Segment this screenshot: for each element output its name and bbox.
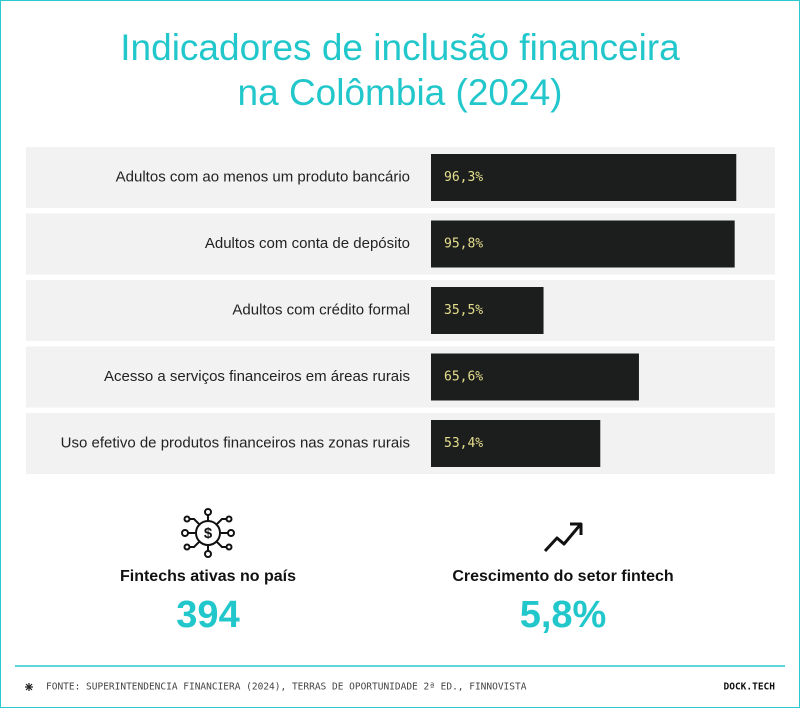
chart-title: Indicadores de inclusão financeira — [120, 27, 680, 68]
value-label: 95,8% — [444, 237, 483, 252]
value-label: 35,5% — [444, 303, 483, 318]
footer-icon — [25, 683, 33, 691]
stat: Crescimento do setor fintech 5,8% — [452, 522, 674, 636]
bar — [431, 220, 735, 268]
stat-value: 394 — [176, 594, 239, 636]
category-label: Adultos com crédito formal — [232, 301, 410, 318]
bar — [431, 353, 639, 401]
row-background — [26, 346, 775, 408]
value-label: 65,6% — [444, 370, 483, 385]
stat: $ Fintechs ativas no país 394 — [120, 508, 296, 636]
category-label: Adultos com ao menos um produto bancário — [116, 168, 410, 185]
stat-value: 5,8% — [520, 594, 607, 636]
money-icon: $ — [181, 508, 235, 558]
bar — [431, 420, 601, 467]
value-label: 53,4% — [444, 436, 483, 451]
value-label: 96,3% — [444, 170, 483, 185]
category-label: Acesso a serviços financeiros em áreas r… — [104, 368, 410, 385]
bar — [431, 287, 544, 334]
growth-icon — [543, 522, 583, 553]
category-label: Adultos com conta de depósito — [205, 235, 410, 252]
footer-brand: DOCK.TECH — [724, 682, 776, 693]
chart: Adultos com ao menos um produto bancário… — [26, 147, 775, 474]
bar — [431, 154, 737, 201]
stat-label: Fintechs ativas no país — [120, 568, 296, 585]
chart-title: na Colômbia (2024) — [238, 72, 563, 113]
stat-label: Crescimento do setor fintech — [452, 568, 673, 585]
category-label: Uso efetivo de produtos financeiros nas … — [61, 434, 410, 451]
row-background — [26, 280, 775, 341]
row-background — [26, 413, 775, 474]
svg-text:$: $ — [204, 525, 213, 542]
footer-source: FONTE: SUPERINTENDENCIA FINANCIERA (2024… — [46, 682, 527, 693]
